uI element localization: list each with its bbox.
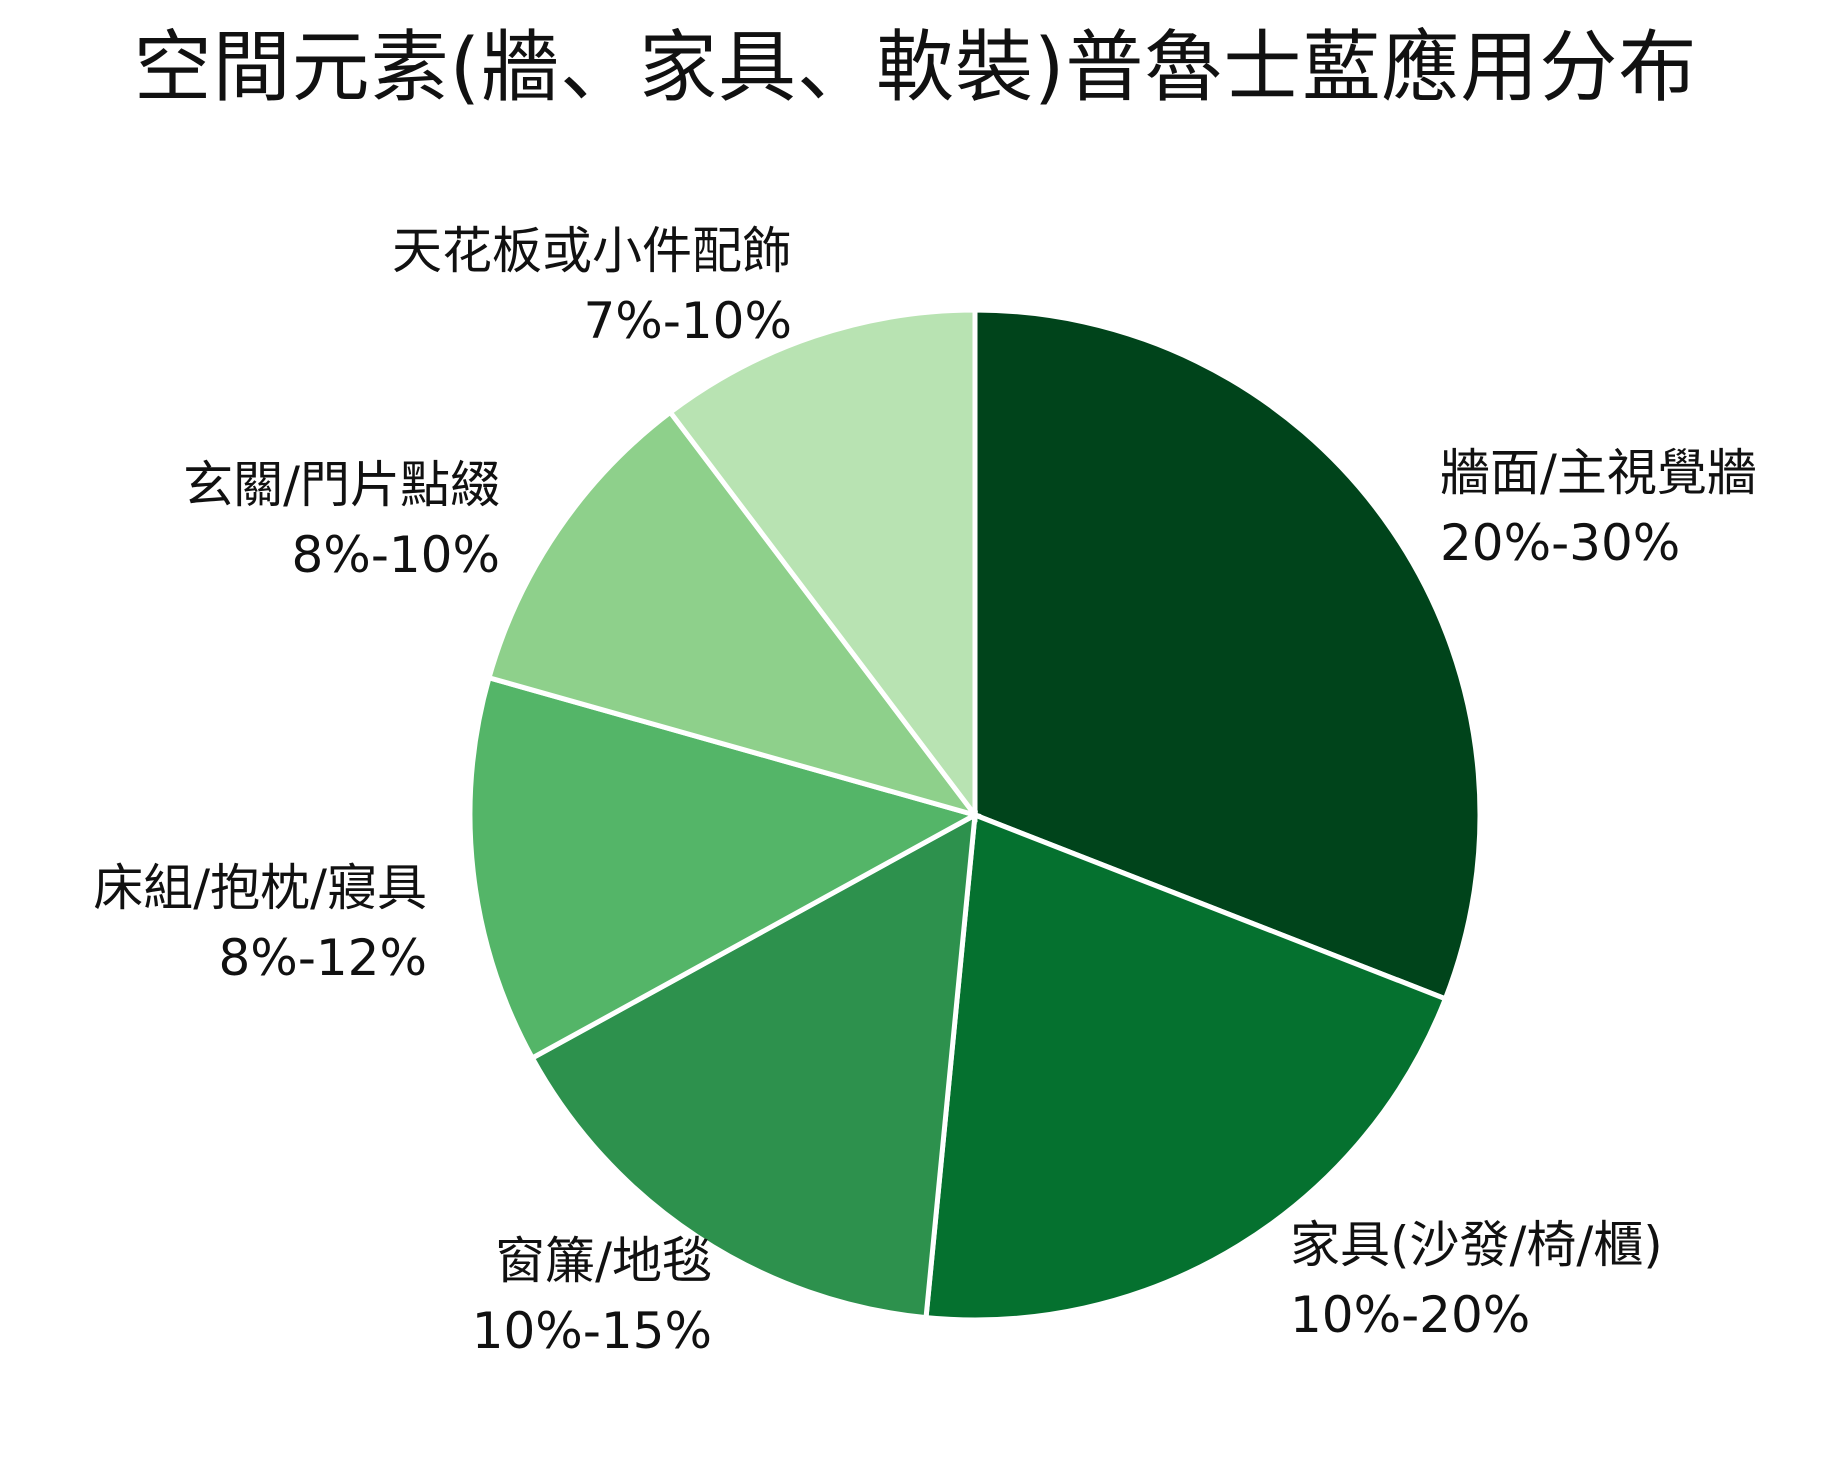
pie-slice-1 <box>972 307 1483 1003</box>
slice-range-label-1: 20%-30% <box>1440 514 1680 572</box>
slice-range-label-2: 10%-20% <box>1290 1286 1530 1344</box>
slice-label-5: 玄關/門片點綴 <box>183 456 500 514</box>
slice-range-label-5: 8%-10% <box>292 526 501 584</box>
pie-slice-4 <box>467 674 982 1062</box>
slice-label-3: 窗簾/地毯 <box>495 1232 712 1290</box>
pie-labels: 牆面/主視覺牆 20%-30% 家具(沙發/椅/櫃) 10%-20% 窗簾/地毯 10%-… <box>93 222 1757 1360</box>
slice-range-label-6: 7%-10% <box>584 292 793 350</box>
pie-slice-2 <box>923 811 1449 1323</box>
slice-label-6: 天花板或小件配飾 <box>392 222 792 280</box>
pie-slices <box>467 307 1483 1323</box>
slice-label-2: 家具(沙發/椅/櫃) <box>1290 1216 1663 1274</box>
slice-range-label-3: 10%-15% <box>472 1302 712 1360</box>
pie-slice-6 <box>666 307 978 823</box>
chart-title: 空間元素(牆、家具、軟裝)普魯士藍應用分布 <box>133 23 1698 113</box>
pie-slice-3 <box>528 810 978 1321</box>
slice-range-label-4: 8%-12% <box>219 929 428 987</box>
slice-label-4: 床組/抱枕/寢具 <box>93 859 427 917</box>
pie-slice-5 <box>485 408 982 820</box>
slice-label-1: 牆面/主視覺牆 <box>1440 444 1757 502</box>
